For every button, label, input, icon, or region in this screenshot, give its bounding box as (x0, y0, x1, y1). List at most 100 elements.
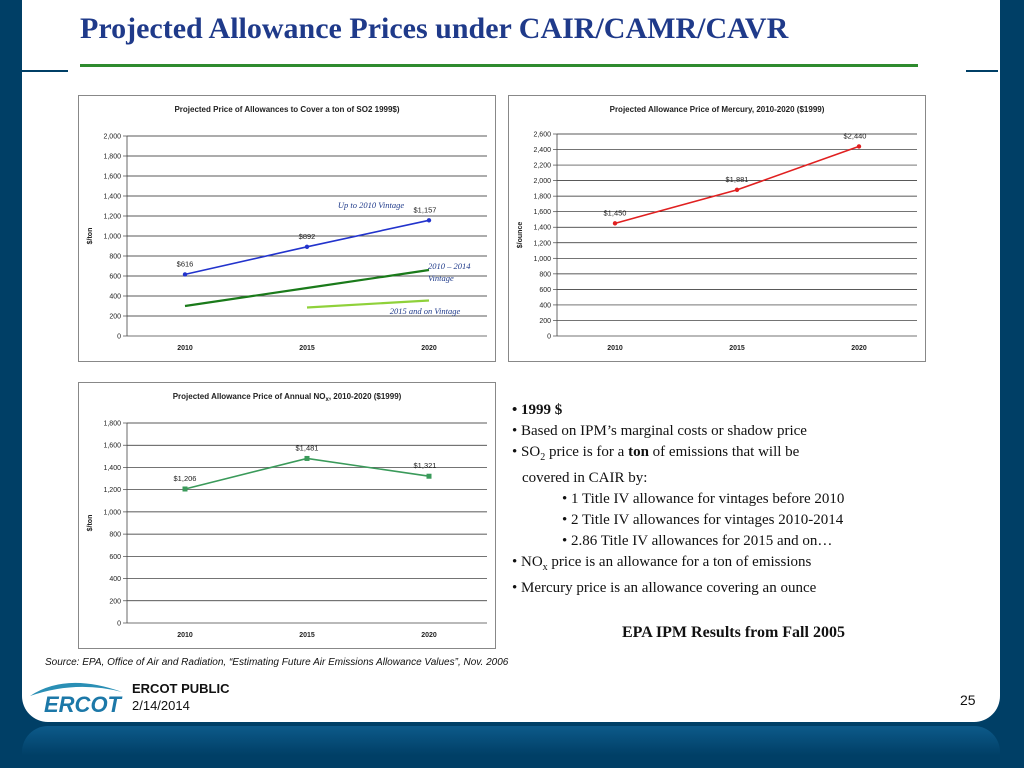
footer-date: 2/14/2014 (132, 698, 190, 713)
x-tick-label: 2020 (851, 345, 867, 352)
data-point (734, 187, 740, 193)
logo-text: ERCOT (44, 692, 123, 716)
y-tick-label: 0 (117, 621, 121, 628)
nox-chart-svg: Projected Allowance Price of Annual NOx,… (87, 392, 487, 639)
page-title: Projected Allowance Prices under CAIR/CA… (80, 12, 789, 45)
title-underline (80, 64, 918, 67)
x-tick-label: 2010 (177, 345, 193, 352)
chart-title: Projected Price of Allowances to Cover a… (174, 105, 399, 114)
y-axis-label: $/ton (87, 515, 94, 532)
bullet-sub-2: • 2 Title IV allowances for vintages 201… (562, 512, 844, 528)
right-rule (966, 70, 998, 72)
bullet-mercury: • Mercury price is an allowance covering… (512, 580, 817, 596)
series-line (184, 457, 430, 490)
data-point (612, 221, 618, 226)
data-label: $1,206 (174, 474, 197, 483)
x-tick-label: 2010 (607, 345, 623, 352)
bullet-1999: • 1999 $ (512, 402, 563, 418)
y-tick-label: 1,000 (533, 256, 551, 263)
y-tick-label: 1,200 (103, 487, 121, 494)
y-tick-label: 2,200 (533, 163, 551, 170)
data-label: $1,881 (726, 175, 749, 184)
y-tick-label: 0 (547, 334, 551, 341)
y-tick-label: 2,000 (533, 178, 551, 185)
footer-label: ERCOT PUBLIC (132, 681, 230, 696)
series-annotation: 2015 and on Vintage (390, 306, 461, 316)
y-tick-label: 2,000 (103, 134, 121, 141)
source-note: Source: EPA, Office of Air and Radiation… (45, 657, 509, 668)
y-tick-label: 200 (109, 598, 121, 605)
y-tick-label: 1,600 (533, 209, 551, 216)
y-axis-label: $/ounce (517, 222, 524, 249)
x-tick-label: 2010 (177, 632, 193, 639)
data-label: $1,450 (604, 208, 627, 217)
data-label: $616 (177, 259, 194, 268)
data-point (182, 272, 188, 277)
y-tick-label: 600 (109, 554, 121, 561)
nox-chart: Projected Allowance Price of Annual NOx,… (78, 382, 496, 649)
x-tick-label: 2015 (729, 345, 745, 352)
bullet-so2-cont: covered in CAIR by: (522, 470, 648, 486)
y-tick-label: 400 (109, 576, 121, 583)
y-tick-label: 600 (109, 274, 121, 281)
y-tick-label: 1,000 (103, 234, 121, 241)
chart-title-rest: , 2010-2020 ($1999) (329, 392, 402, 401)
data-point (304, 455, 310, 461)
bullet-nox: • NOx price is an allowance for a ton of… (512, 552, 952, 578)
chart-title-sub: x (325, 397, 329, 403)
bullet-nox-post: price is an allowance for a ton of emiss… (547, 554, 812, 570)
series-line (306, 299, 430, 309)
y-tick-label: 0 (117, 334, 121, 341)
y-tick-label: 600 (539, 287, 551, 294)
chart-title: Projected Allowance Price of Annual NOx,… (173, 392, 402, 403)
mercury-chart: Projected Allowance Price of Mercury, 20… (508, 95, 926, 362)
bullet-ipm: • Based on IPM’s marginal costs or shado… (512, 423, 807, 439)
y-tick-label: 1,200 (533, 240, 551, 247)
data-point (426, 218, 432, 223)
data-label: $1,157 (414, 205, 437, 214)
left-rule (22, 70, 68, 72)
data-label: $1,481 (296, 443, 319, 452)
series-annotation: 2010 – 2014 (428, 261, 471, 271)
y-tick-label: 400 (539, 302, 551, 309)
y-tick-label: 1,000 (103, 509, 121, 516)
y-tick-label: 200 (539, 318, 551, 325)
y-tick-label: 800 (109, 254, 121, 261)
bullet-so2-pre: • SO (512, 444, 541, 460)
y-tick-label: 2,400 (533, 147, 551, 154)
y-tick-label: 1,200 (103, 214, 121, 221)
y-tick-label: 400 (109, 294, 121, 301)
x-tick-label: 2020 (421, 345, 437, 352)
y-tick-label: 1,600 (103, 174, 121, 181)
y-tick-label: 1,400 (103, 194, 121, 201)
bullet-so2-sub: 2 (540, 452, 546, 463)
x-tick-label: 2015 (299, 632, 315, 639)
data-point (426, 473, 432, 479)
bullet-sub-3: • 2.86 Title IV allowances for 2015 and … (562, 533, 833, 549)
series-annotation: Up to 2010 Vintage (338, 200, 404, 210)
so2-chart: Projected Price of Allowances to Cover a… (78, 95, 496, 362)
y-tick-label: 1,800 (103, 154, 121, 161)
chart-title: Projected Allowance Price of Mercury, 20… (610, 105, 825, 114)
epa-results-caption: EPA IPM Results from Fall 2005 (622, 624, 845, 641)
y-axis-label: $/ton (87, 228, 94, 245)
bullet-so2-bold: ton (628, 444, 649, 460)
bullet-nox-pre: • NO (512, 554, 543, 570)
chart-title-main: Projected Allowance Price of Annual NO (173, 392, 326, 401)
data-label: $892 (299, 232, 316, 241)
data-point (304, 244, 310, 249)
y-tick-label: 1,400 (103, 465, 121, 472)
y-tick-label: 1,600 (103, 443, 121, 450)
bullet-sub-1: • 1 Title IV allowance for vintages befo… (562, 491, 845, 507)
bottom-bar (22, 726, 1000, 768)
data-label: $1,321 (414, 461, 437, 470)
y-tick-label: 2,600 (533, 132, 551, 139)
data-label: $2,440 (844, 131, 867, 140)
data-point (182, 486, 188, 492)
bullet-nox-sub: x (542, 562, 548, 573)
series-line (184, 268, 430, 308)
x-tick-label: 2020 (421, 632, 437, 639)
series-annotation: Vintage (428, 273, 454, 283)
mercury-chart-svg: Projected Allowance Price of Mercury, 20… (517, 105, 917, 352)
ercot-logo: ERCOT (30, 682, 123, 716)
